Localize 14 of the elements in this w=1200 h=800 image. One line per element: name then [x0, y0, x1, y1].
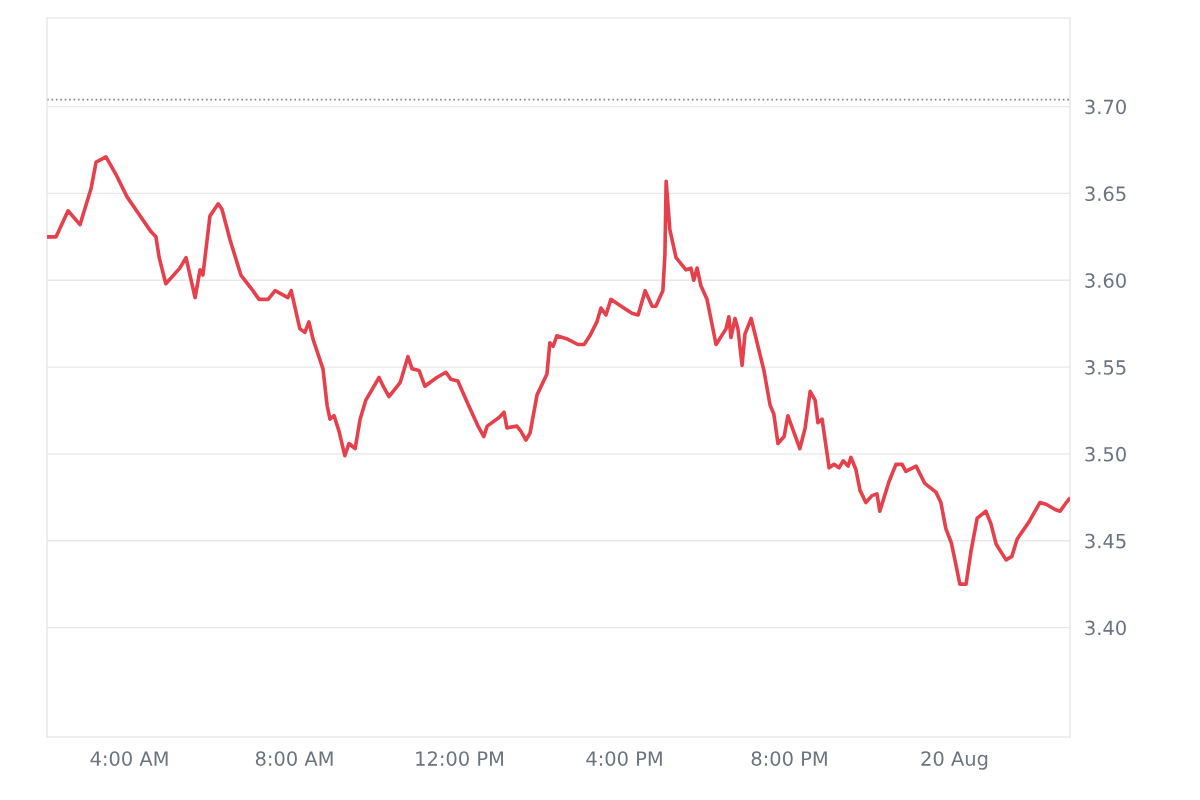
x-tick-label: 20 Aug: [921, 751, 988, 770]
x-tick-label: 12:00 PM: [416, 751, 503, 766]
y-tick-label: 3.70: [1085, 99, 1126, 115]
x-tick-label: 4:00 PM: [586, 751, 662, 766]
y-tick-label: 3.65: [1085, 186, 1126, 202]
y-tick-label: 3.45: [1085, 533, 1126, 549]
line-series: [47, 155, 1070, 586]
y-tick-label: 3.50: [1085, 446, 1126, 462]
x-tick-label: 4:00 AM: [90, 751, 168, 766]
y-tick-label: 3.55: [1085, 360, 1126, 375]
x-tick-label: 8:00 AM: [255, 751, 333, 766]
x-tick-label: 8:00 PM: [751, 751, 827, 766]
y-tick-label: 3.60: [1085, 273, 1126, 288]
y-tick-label: 3.40: [1085, 620, 1126, 636]
